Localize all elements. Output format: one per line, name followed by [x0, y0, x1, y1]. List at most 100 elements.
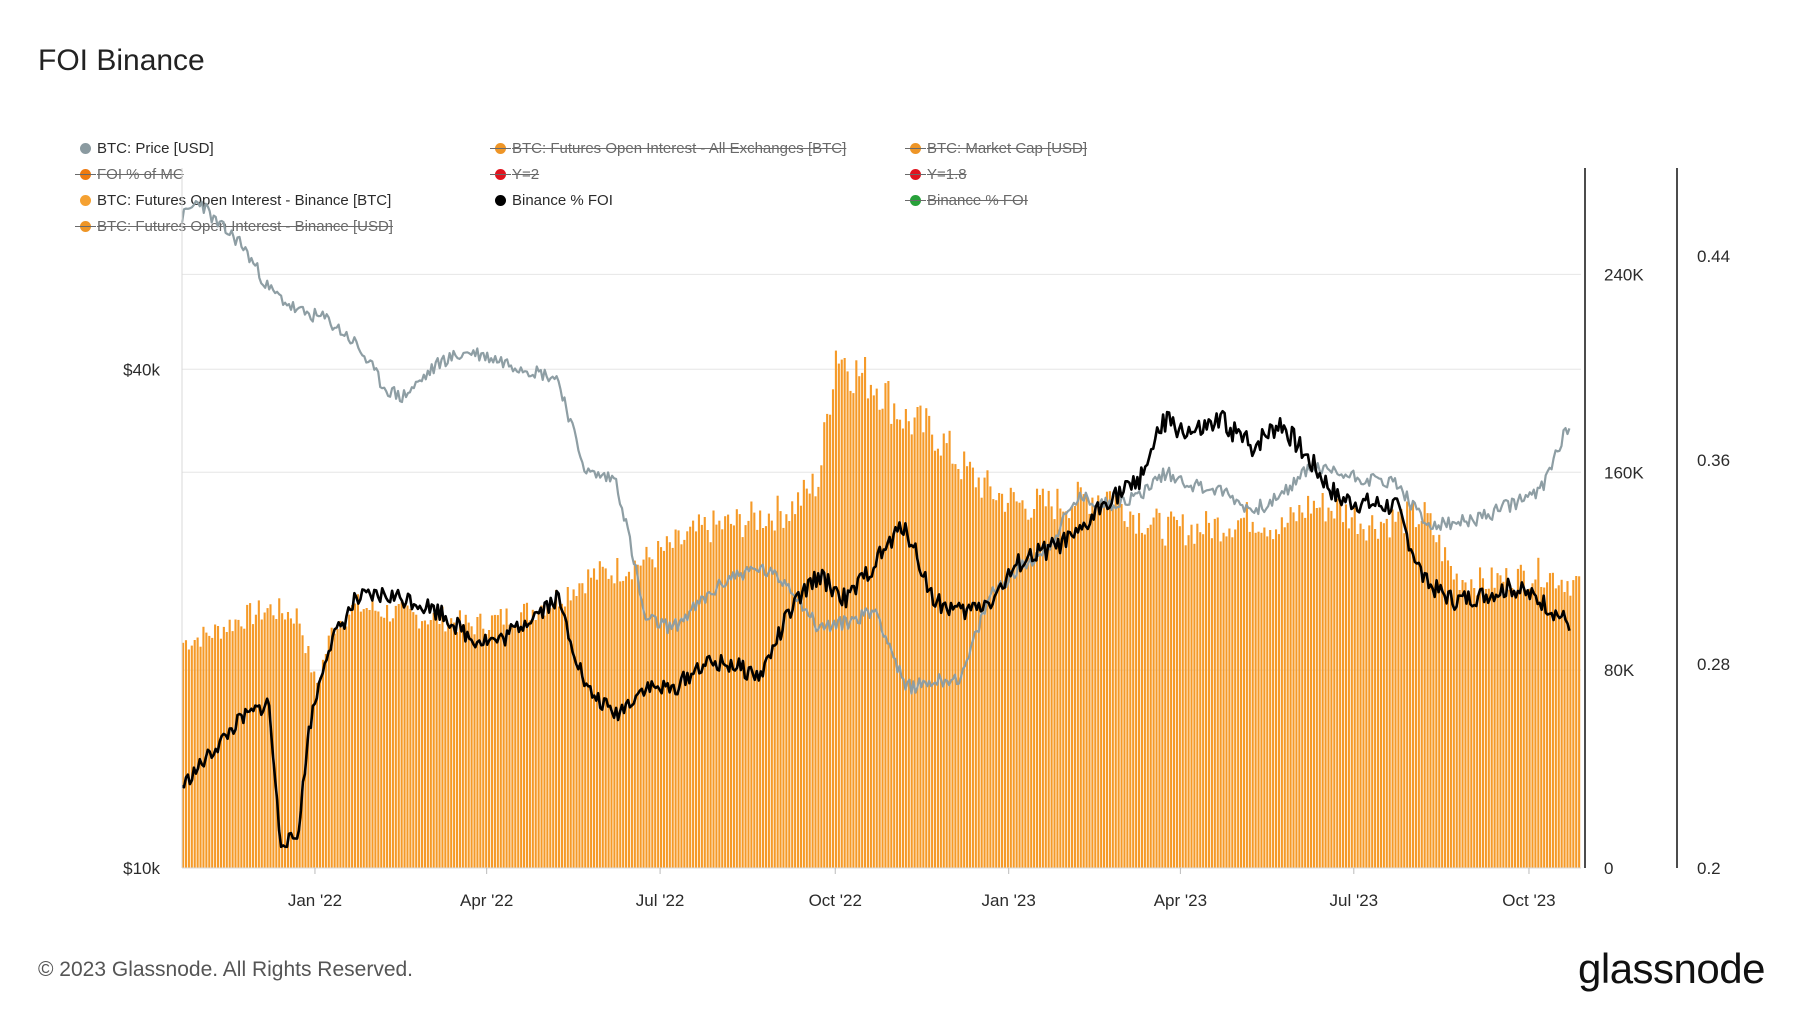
oi-bar: [490, 615, 494, 868]
oi-bar: [187, 649, 190, 868]
oi-bar: [560, 603, 564, 868]
x-axis-tick-label: Apr '22: [460, 891, 513, 910]
oi-bar: [584, 593, 587, 868]
oi-bar: [989, 486, 992, 868]
oi-bar: [266, 608, 269, 868]
oi-bar: [202, 626, 205, 868]
oi-bar: [1152, 517, 1155, 868]
oi-bar: [1143, 534, 1146, 868]
oi-bar: [756, 529, 759, 868]
legend-item-btc-price[interactable]: BTC: Price [USD]: [80, 140, 214, 157]
oi-bar: [1388, 537, 1391, 868]
oi-bar: [1304, 517, 1307, 868]
oi-bar: [263, 612, 266, 868]
oi-bar: [260, 619, 263, 868]
oi-bar: [729, 523, 733, 868]
ratio-axis-tick-label: 0.28: [1697, 655, 1730, 674]
oi-bar: [665, 536, 668, 868]
oi-bar: [409, 608, 412, 868]
oi-bar: [1368, 525, 1371, 868]
legend-item-foi-binance-btc[interactable]: BTC: Futures Open Interest - Binance [BT…: [80, 192, 391, 209]
legend-item-y2[interactable]: Y=2: [490, 166, 539, 183]
oi-bar: [1426, 513, 1429, 868]
legend-label: BTC: Futures Open Interest - All Exchang…: [512, 140, 847, 157]
oi-bar: [1435, 542, 1438, 868]
oi-bar: [1330, 510, 1333, 868]
oi-bar: [1283, 527, 1286, 868]
oi-bar: [362, 609, 365, 868]
oi-bar: [511, 627, 514, 868]
oi-bar: [1578, 576, 1581, 868]
oi-bar: [598, 561, 601, 868]
oi-bar: [496, 615, 499, 868]
oi-bar: [1508, 589, 1511, 868]
oi-bar: [945, 443, 948, 868]
legend-item-binance-pct-foi-green[interactable]: Binance % FOI: [905, 192, 1028, 209]
oi-bar: [1356, 534, 1359, 868]
legend-label: Y=1.8: [927, 166, 967, 183]
oi-bar: [931, 434, 934, 868]
oi-bar: [966, 466, 969, 868]
oi-bar: [706, 530, 709, 868]
oi-bar: [1027, 519, 1030, 868]
oi-bar: [1461, 580, 1464, 868]
glassnode-logo[interactable]: glassnode: [1578, 945, 1765, 992]
oi-bar: [764, 526, 768, 868]
oi-bar: [286, 612, 290, 868]
oi-bar: [1126, 526, 1129, 868]
oi-bar: [700, 524, 703, 868]
oi-bar: [1108, 491, 1111, 868]
oi-bar: [671, 547, 674, 868]
oi-bar: [694, 531, 698, 868]
oi-bar: [356, 594, 359, 868]
oi-bar: [1038, 495, 1041, 868]
legend-item-foi-all-exchanges[interactable]: BTC: Futures Open Interest - All Exchang…: [490, 140, 847, 157]
oi-bar: [1257, 531, 1260, 868]
oi-bar: [1234, 529, 1237, 868]
legend-item-binance-pct-foi[interactable]: Binance % FOI: [495, 192, 613, 209]
oi-bar: [1193, 543, 1196, 868]
oi-bar: [995, 500, 998, 868]
oi-bar: [683, 539, 686, 868]
oi-bar: [1344, 504, 1348, 868]
legend-item-market-cap[interactable]: BTC: Market Cap [USD]: [905, 140, 1087, 157]
oi-bar: [887, 381, 890, 868]
oi-bar: [1487, 588, 1490, 868]
x-axis-tick-label: Jan '22: [288, 891, 342, 910]
oi-bar: [284, 619, 287, 868]
oi-bars: [182, 350, 1581, 869]
oi-bar: [557, 606, 561, 868]
oi-bar: [913, 417, 916, 868]
x-axis-tick-label: Apr '23: [1154, 891, 1207, 910]
oi-bar: [240, 626, 243, 868]
price-axis-tick-label: $40k: [123, 360, 160, 379]
oi-bar: [295, 608, 298, 868]
oi-bar: [1379, 521, 1382, 868]
legend-dot-icon: [80, 195, 91, 206]
legend-item-foi-pct-mc[interactable]: FOI % of MC: [75, 166, 184, 183]
legend-label: BTC: Futures Open Interest - Binance [BT…: [97, 192, 392, 209]
oi-bar: [1091, 497, 1094, 868]
oi-bar: [773, 530, 776, 868]
oi-bar: [566, 587, 569, 868]
oi-bar: [916, 407, 919, 868]
oi-bar: [954, 464, 957, 868]
oi-bar: [1225, 536, 1228, 868]
oi-bar: [1137, 513, 1141, 868]
oi-bar: [983, 477, 986, 868]
oi-bar: [1301, 512, 1304, 868]
oi-bar: [922, 432, 925, 868]
oi-bar: [1146, 528, 1149, 868]
legend-item-foi-binance-usd[interactable]: BTC: Futures Open Interest - Binance [US…: [75, 218, 393, 235]
oi-bar: [802, 479, 805, 868]
oi-bar: [677, 530, 680, 868]
oi-bar: [785, 514, 788, 868]
oi-bar: [1467, 591, 1470, 868]
oi-bar: [814, 496, 817, 868]
oi-bar: [645, 546, 648, 868]
oi-bar: [1490, 567, 1493, 868]
oi-bar: [1557, 585, 1560, 868]
oi-bar: [977, 477, 980, 868]
legend-item-y18[interactable]: Y=1.8: [905, 166, 967, 183]
